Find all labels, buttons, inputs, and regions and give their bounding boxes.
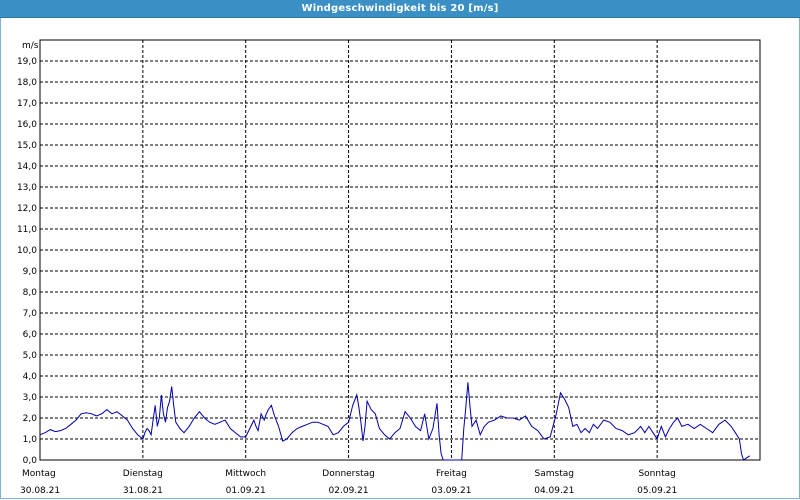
y-tick-label: 6,0 [23,330,38,340]
y-tick-label: 5,0 [23,351,38,361]
x-tick-day: Freitag [436,469,467,479]
x-tick-date: 04.09.21 [534,486,574,496]
wind-speed-line [39,382,750,461]
x-tick-date: 03.09.21 [431,486,471,496]
y-tick-label: 10,0 [17,246,37,256]
y-tick-label: 18,0 [17,78,37,88]
y-gridlines [40,60,760,440]
x-tick-day: Samstag [535,469,574,479]
y-tick-label: 15,0 [17,141,37,151]
x-tick-date: 05.09.21 [637,486,677,496]
y-tick-label: 3,0 [23,393,38,403]
y-tick-label: 8,0 [23,288,38,298]
y-tick-labels: 0,0 1,0 2,0 3,0 4,0 5,0 6,0 7,0 8,0 9,0 10,0 11,0 12… [17,57,37,466]
y-tick-label: 4,0 [23,372,38,382]
y-axis-unit: m/s [22,41,39,51]
x-gridlines [142,40,658,460]
x-tick-date: 01.09.21 [226,486,266,496]
y-tick-label: 9,0 [23,267,38,277]
y-tick-label: 12,0 [17,204,37,214]
chart-title: Windgeschwindigkeit bis 20 [m/s] [0,0,800,18]
x-tick-day: Sonntag [638,469,675,479]
x-tick-day: Donnerstag [322,469,375,479]
x-tick-labels: Montag 30.08.21 Dienstag 31.08.21 Mittwoch 01… [20,469,677,496]
y-tick-label: 14,0 [17,162,37,172]
x-tick-day: Mittwoch [225,469,266,479]
y-tick-label: 19,0 [17,57,37,67]
y-tick-label: 2,0 [23,414,38,424]
y-tick-label: 1,0 [23,435,38,445]
y-tick-label: 0,0 [23,456,38,466]
y-tick-label: 13,0 [17,183,37,193]
x-tick-day: Montag [22,469,56,479]
x-tick-date: 30.08.21 [20,486,60,496]
y-tick-label: 11,0 [17,225,37,235]
x-tick-day: Dienstag [123,469,163,479]
x-tick-date: 02.09.21 [329,486,369,496]
y-tick-label: 16,0 [17,120,37,130]
x-tick-date: 31.08.21 [123,486,163,496]
y-tick-label: 17,0 [17,99,37,109]
y-tick-label: 7,0 [23,309,38,319]
